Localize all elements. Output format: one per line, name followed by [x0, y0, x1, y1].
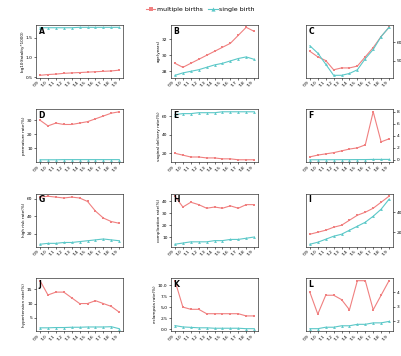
Text: J: J [39, 280, 42, 289]
Y-axis label: age(years): age(years) [157, 40, 161, 62]
Y-axis label: hypertension rate(%): hypertension rate(%) [22, 283, 26, 326]
Text: I: I [308, 195, 312, 204]
Legend: multiple births, single birth: multiple births, single birth [144, 4, 257, 14]
Text: K: K [174, 280, 180, 289]
Text: C: C [308, 26, 314, 36]
Text: B: B [174, 26, 179, 36]
Text: D: D [39, 111, 45, 120]
Y-axis label: log10(fatality*1000): log10(fatality*1000) [21, 31, 25, 72]
Y-axis label: complication rate(%): complication rate(%) [157, 199, 161, 242]
Text: G: G [39, 195, 45, 204]
Text: L: L [308, 280, 314, 289]
Text: E: E [174, 111, 179, 120]
Y-axis label: premature rate(%): premature rate(%) [22, 116, 26, 155]
Text: H: H [174, 195, 180, 204]
Text: F: F [308, 111, 314, 120]
Y-axis label: eclampsia rate(%): eclampsia rate(%) [153, 286, 157, 324]
Y-axis label: high risk rate(%): high risk rate(%) [22, 203, 26, 237]
Y-axis label: vaginal delivery rate(%): vaginal delivery rate(%) [157, 111, 161, 161]
Text: A: A [39, 26, 45, 36]
